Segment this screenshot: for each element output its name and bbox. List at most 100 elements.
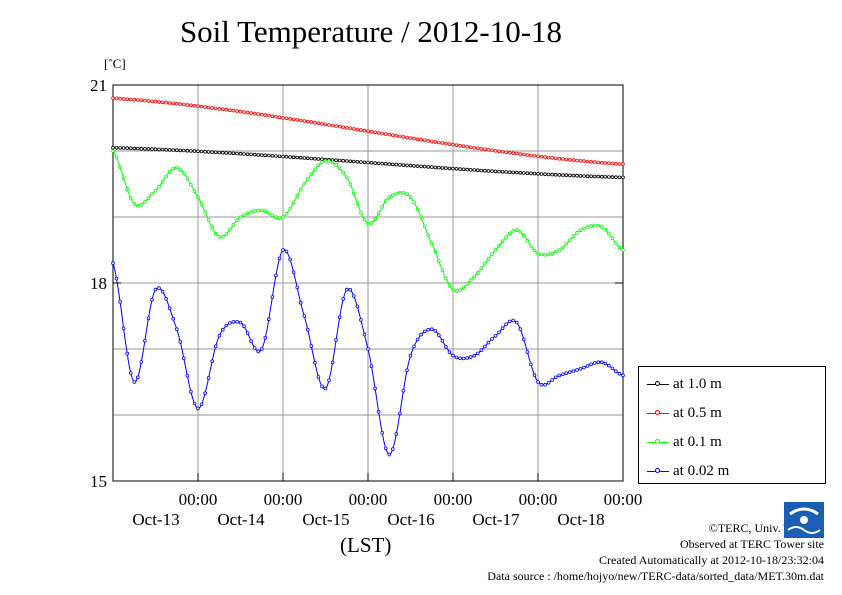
data-point xyxy=(585,159,590,164)
data-point xyxy=(412,200,416,205)
data-point xyxy=(231,151,236,156)
data-point xyxy=(383,162,388,166)
data-point xyxy=(341,170,346,175)
created-text: Created Automatically at 2012-10-18/23:3… xyxy=(599,553,824,567)
data-point xyxy=(362,128,367,133)
data-point xyxy=(461,285,466,290)
data-point xyxy=(447,350,452,354)
data-point xyxy=(344,175,349,180)
source-text: Data source : /home/hojyo/new/TERC-data/… xyxy=(487,569,824,583)
data-point xyxy=(433,250,438,254)
data-point xyxy=(114,146,119,150)
data-point xyxy=(514,151,519,156)
data-point xyxy=(550,156,554,160)
data-point xyxy=(451,166,455,171)
data-point xyxy=(213,106,218,111)
data-point xyxy=(419,164,423,169)
data-point xyxy=(125,146,129,150)
data-point xyxy=(199,202,204,206)
data-point xyxy=(189,389,193,394)
data-point xyxy=(309,344,314,348)
data-point xyxy=(192,401,197,406)
data-point xyxy=(451,287,455,292)
data-point xyxy=(525,238,530,243)
data-point xyxy=(387,132,392,137)
data-point xyxy=(291,200,296,205)
data-point xyxy=(539,382,544,387)
data-point xyxy=(543,382,547,387)
data-point xyxy=(217,107,222,111)
data-point xyxy=(330,360,335,365)
data-point xyxy=(557,156,562,161)
data-point xyxy=(153,287,158,292)
data-point xyxy=(348,159,353,164)
data-point xyxy=(228,321,232,325)
data-point xyxy=(305,327,310,332)
data-point xyxy=(143,147,147,151)
data-point xyxy=(369,161,374,165)
data-point xyxy=(429,139,434,144)
data-point xyxy=(118,165,122,169)
data-point xyxy=(490,148,494,153)
data-point xyxy=(192,103,197,108)
data-point xyxy=(571,158,576,162)
data-point xyxy=(429,327,434,332)
data-point xyxy=(182,148,186,153)
data-point xyxy=(366,347,370,351)
data-point xyxy=(419,332,423,337)
data-point xyxy=(564,242,569,246)
legend-marker xyxy=(647,436,669,448)
data-point xyxy=(599,360,604,365)
data-point xyxy=(359,210,363,215)
data-point xyxy=(398,163,402,167)
data-point xyxy=(465,356,470,360)
data-point xyxy=(596,160,600,165)
data-point xyxy=(121,176,126,181)
data-point xyxy=(231,320,236,324)
data-point xyxy=(348,287,353,292)
data-point xyxy=(465,282,470,286)
data-point xyxy=(185,373,190,378)
data-point xyxy=(433,165,438,170)
data-point xyxy=(330,160,335,165)
data-point xyxy=(497,330,501,335)
legend-item: at 0.1 m xyxy=(647,432,722,452)
data-point xyxy=(454,355,459,360)
data-point xyxy=(383,132,388,136)
data-point xyxy=(568,370,572,374)
data-point xyxy=(242,324,246,329)
data-point xyxy=(313,120,317,125)
data-point xyxy=(327,159,331,163)
data-point xyxy=(281,154,285,159)
data-point xyxy=(341,297,346,301)
data-point xyxy=(256,208,261,213)
x-tick-label-time: 00:00 xyxy=(179,490,218,509)
data-point xyxy=(575,230,579,235)
data-point xyxy=(582,159,586,163)
data-point xyxy=(475,270,480,275)
data-point xyxy=(422,224,427,229)
data-point xyxy=(316,157,321,161)
legend-item: at 1.0 m xyxy=(647,374,722,394)
data-point xyxy=(199,402,204,407)
data-point xyxy=(302,314,307,318)
data-point xyxy=(359,128,363,132)
x-tick-label-date: Oct-18 xyxy=(557,510,604,529)
data-point xyxy=(422,329,427,334)
data-point xyxy=(475,351,480,356)
data-point xyxy=(203,391,207,396)
data-point xyxy=(362,218,367,222)
data-point xyxy=(401,135,406,139)
data-point xyxy=(139,360,144,364)
data-point xyxy=(514,228,519,233)
data-point xyxy=(351,191,356,196)
data-point xyxy=(157,286,161,290)
data-point xyxy=(394,432,399,436)
data-point xyxy=(511,151,516,156)
data-point xyxy=(603,175,608,179)
data-point xyxy=(167,101,172,105)
data-point xyxy=(114,276,119,281)
data-point xyxy=(277,115,282,119)
data-point xyxy=(479,348,484,353)
data-point xyxy=(266,211,271,215)
